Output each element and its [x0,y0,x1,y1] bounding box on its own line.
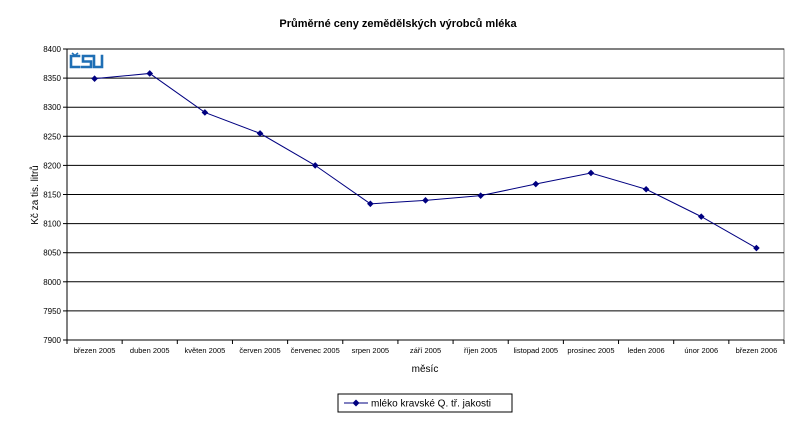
legend-box [337,393,513,413]
y-tick-label: 8400 [43,45,61,54]
legend-series-label: mléko kravské Q. tř. jakosti [371,399,491,410]
y-axis-label: Kč za tis. litrů [29,165,41,224]
x-tick-label: červen 2005 [239,346,280,355]
y-tick-label: 8250 [43,132,61,141]
y-tick-label: 8000 [43,278,61,287]
data-point-marker [642,185,650,193]
y-tick-label: 8200 [43,161,61,170]
x-tick-label: září 2005 [410,346,441,355]
data-point-marker [146,70,154,77]
data-point-marker [532,180,540,188]
x-axis-ticks: březen 2005 duben 2005 květen 2005 červen 2… [66,340,785,355]
y-tick-label: 8050 [43,249,61,258]
chart-title: Průměrné ceny zemědělských výrobců mléka [279,18,517,30]
data-point-marker [91,75,98,82]
csu-logo [69,52,104,69]
data-point-marker [367,200,374,208]
y-tick-label: 7950 [43,307,61,316]
x-tick-label: říjen 2005 [464,346,497,355]
y-tick-label: 8150 [43,191,61,200]
data-point-marker [201,109,209,116]
data-point-marker [422,197,429,204]
x-tick-label: duben 2005 [130,346,170,355]
data-point-marker [753,244,760,252]
y-axis-ticks: 8400 8350 8300 8250 8200 8150 8100 8050 8000 7950… [43,45,784,345]
x-tick-label: březen 2006 [736,346,778,355]
data-point-marker [477,192,484,199]
legend-marker [352,399,360,407]
gridlines [67,48,784,312]
x-tick-label: únor 2006 [684,346,718,355]
x-tick-label: listopad 2005 [513,346,558,355]
x-tick-label: leden 2006 [628,346,665,355]
series-line [91,70,760,252]
x-tick-label: srpen 2005 [352,346,390,355]
y-tick-label: 8100 [43,220,61,229]
x-tick-label: březen 2005 [74,346,116,355]
x-tick-label: prosinec 2005 [567,346,614,355]
y-tick-label: 7900 [43,336,61,345]
x-tick-label: květen 2005 [184,346,225,355]
y-tick-label: 8300 [43,103,61,112]
data-point-marker [587,169,595,177]
x-tick-label: červenec 2005 [291,346,340,355]
y-tick-label: 8350 [43,74,61,83]
data-point-marker [311,162,319,169]
legend: mléko kravské Q. tř. jakosti [337,393,513,413]
x-axis-label: měsíc [412,364,439,375]
data-point-marker [256,130,264,137]
data-point-marker [697,213,705,220]
